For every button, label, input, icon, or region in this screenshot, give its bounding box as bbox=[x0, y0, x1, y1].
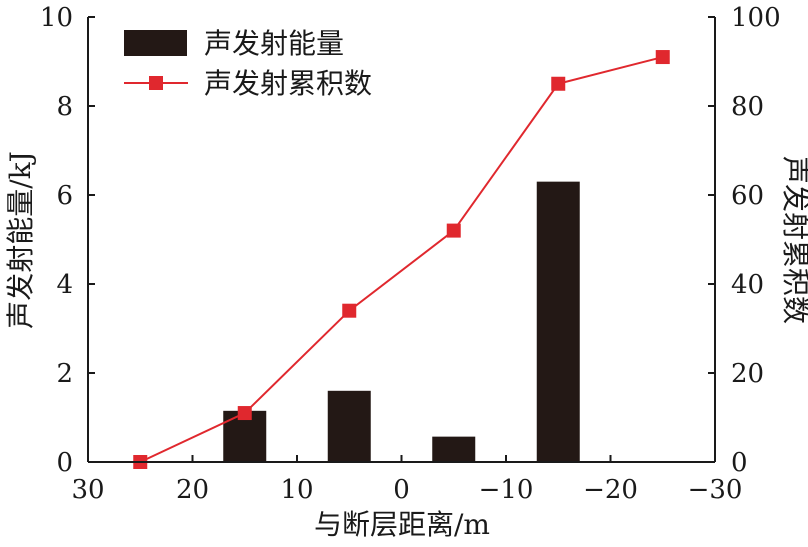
line-point bbox=[551, 76, 566, 91]
legend: 声发射能量 声发射累积数 bbox=[124, 27, 372, 100]
cumulative-line bbox=[139, 56, 663, 463]
legend-bar-label: 声发射能量 bbox=[204, 27, 344, 60]
left-y-tick-label: 8 bbox=[56, 92, 73, 122]
left-y-tick-label: 10 bbox=[40, 3, 73, 33]
right-y-tick-label: 40 bbox=[731, 270, 764, 300]
x-tick-label: 10 bbox=[280, 475, 313, 505]
right-y-tick-label: 0 bbox=[731, 448, 748, 478]
left-y-tick-label: 2 bbox=[56, 359, 73, 389]
left-y-tick-label: 4 bbox=[56, 270, 73, 300]
bar bbox=[432, 436, 476, 462]
line-point bbox=[237, 406, 252, 421]
left-y-tick-label: 0 bbox=[56, 448, 73, 478]
right-y-tick-label: 100 bbox=[731, 3, 781, 33]
x-tick-label: −20 bbox=[583, 475, 638, 505]
left-y-tick-label: 6 bbox=[56, 181, 73, 211]
x-tick-label: 30 bbox=[71, 475, 104, 505]
legend-bar-swatch bbox=[124, 30, 187, 56]
right-axis-title: 声发射累积数 bbox=[779, 156, 808, 324]
right-y-tick-label: 60 bbox=[731, 181, 764, 211]
legend-line-marker bbox=[149, 76, 163, 90]
line-point bbox=[342, 303, 357, 318]
x-axis-title: 与断层距离/m bbox=[314, 508, 490, 541]
x-tick-label: −10 bbox=[479, 475, 534, 505]
bar-series bbox=[223, 181, 580, 462]
line-point bbox=[446, 223, 461, 238]
right-y-tick-label: 80 bbox=[731, 92, 764, 122]
legend-line-label: 声发射累积数 bbox=[204, 67, 372, 100]
x-tick-label: 20 bbox=[176, 475, 209, 505]
line-series bbox=[133, 50, 670, 469]
x-tick-label: 0 bbox=[393, 475, 410, 505]
bar bbox=[536, 181, 580, 462]
left-axis-title: 声发射能量/kJ bbox=[4, 151, 37, 329]
x-tick-label: −30 bbox=[688, 475, 743, 505]
line-point bbox=[655, 50, 670, 65]
right-y-tick-label: 20 bbox=[731, 359, 764, 389]
bar bbox=[327, 390, 371, 462]
